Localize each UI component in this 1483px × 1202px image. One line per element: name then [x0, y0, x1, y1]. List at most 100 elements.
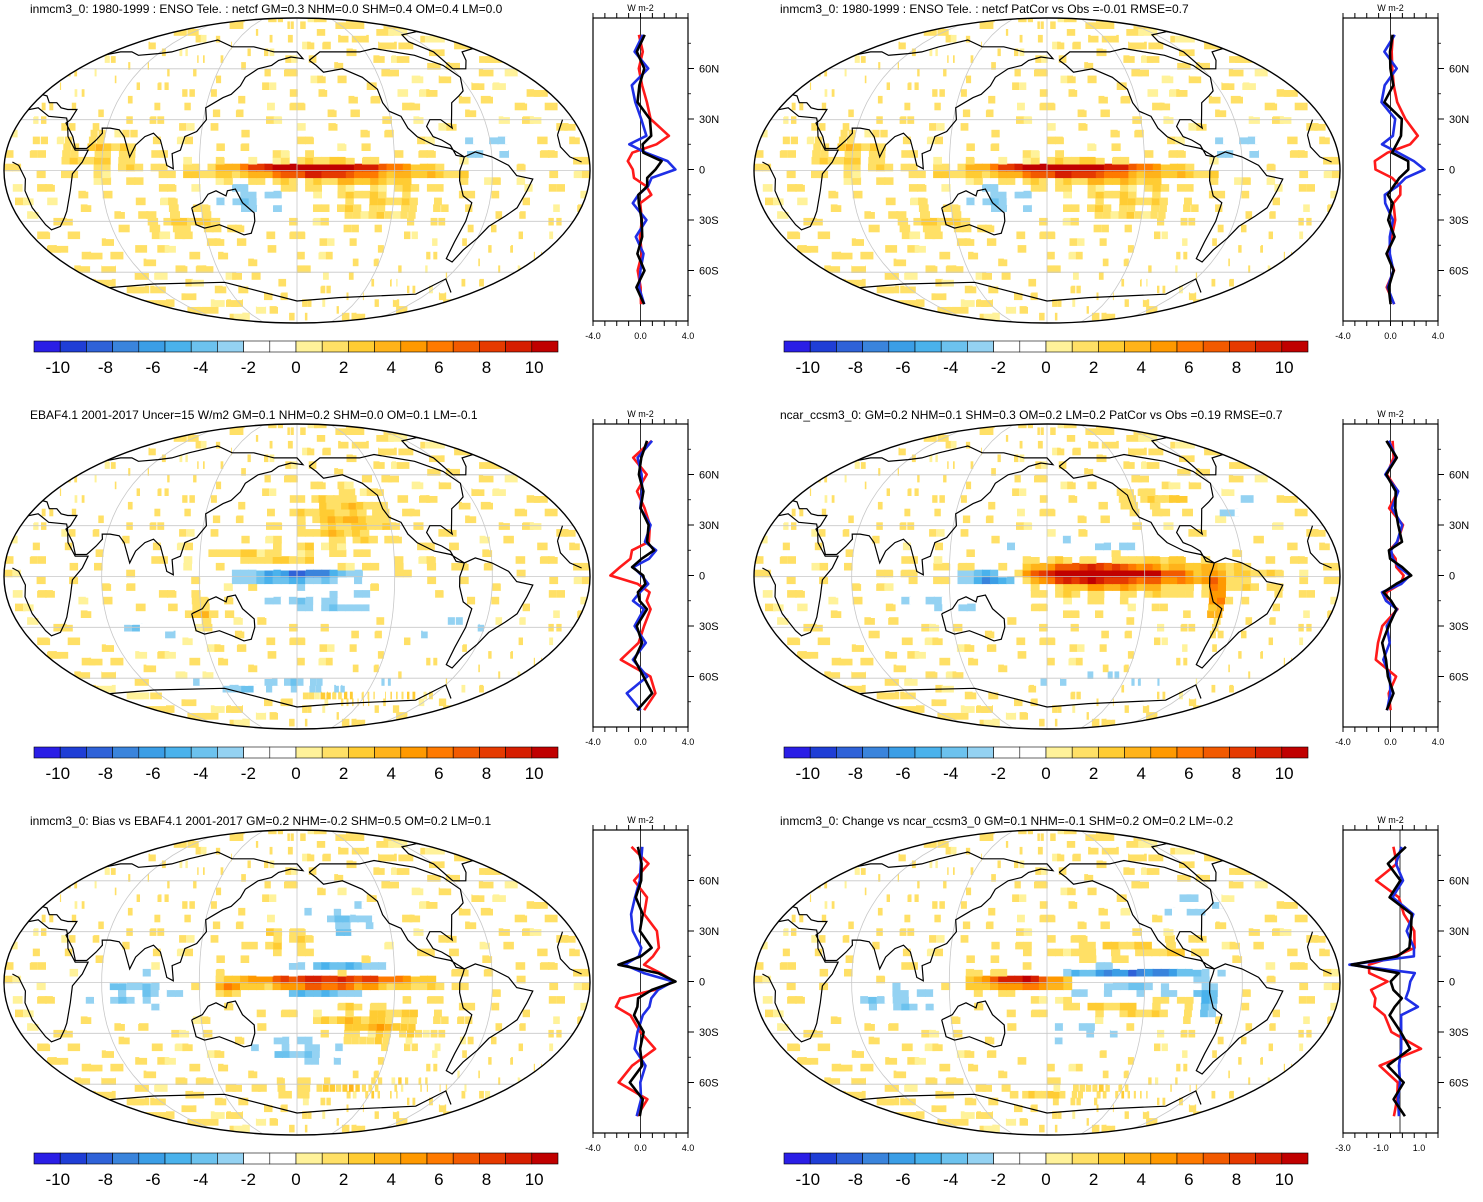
colorbar-tick-label: -10: [796, 358, 821, 377]
colorbar-swatch: [1282, 747, 1308, 758]
colorbar-swatch: [1256, 747, 1282, 758]
panel-svg: inmcm3_0: Change vs ncar_ccsm3_0 GM=0.1 …: [750, 812, 1483, 1197]
panel-inmcm3-bias: inmcm3_0: Bias vs EBAF4.1 2001-2017 GM=0…: [0, 812, 733, 1202]
profile-lat-label: 30S: [1449, 621, 1469, 633]
profile-lat-label: 30N: [699, 926, 719, 938]
colorbar-swatch: [1151, 747, 1177, 758]
colorbar-tick-label: 8: [1232, 358, 1241, 377]
colorbar-swatch: [1046, 1153, 1072, 1164]
colorbar-swatch: [217, 1153, 243, 1164]
colorbar-tick-label: -6: [146, 358, 161, 377]
profile-lat-label: 30S: [699, 215, 719, 227]
colorbar-swatch: [1151, 341, 1177, 352]
colorbar-swatch: [967, 1153, 993, 1164]
colorbar-tick-label: -10: [46, 358, 71, 377]
profile-series-red: [610, 441, 655, 710]
colorbar-swatch: [941, 747, 967, 758]
profile-unit-label: W m-2: [1377, 3, 1404, 13]
colorbar-tick-label: 4: [387, 358, 396, 377]
profile-series-black: [1352, 847, 1412, 1116]
panel-inmcm3-change: inmcm3_0: Change vs ncar_ccsm3_0 GM=0.1 …: [750, 812, 1483, 1202]
colorbar-swatch: [784, 747, 810, 758]
panel-title: inmcm3_0: Change vs ncar_ccsm3_0 GM=0.1 …: [780, 814, 1234, 828]
colorbar-tick-label: -6: [896, 358, 911, 377]
panel-svg: inmcm3_0: 1980-1999 : ENSO Tele. : netcf…: [750, 0, 1483, 385]
colorbar-tick-label: -8: [98, 1170, 113, 1189]
colorbar-swatch: [967, 341, 993, 352]
colorbar-swatch: [34, 1153, 60, 1164]
panel-svg: inmcm3_0: Bias vs EBAF4.1 2001-2017 GM=0…: [0, 812, 733, 1197]
colorbar-tick-label: 4: [387, 1170, 396, 1189]
colorbar-tick-label: 2: [1089, 358, 1098, 377]
colorbar-swatch: [348, 747, 374, 758]
profile-x-tick: 4.0: [1432, 331, 1445, 341]
colorbar-swatch: [810, 1153, 836, 1164]
profile-series-red: [628, 35, 669, 304]
colorbar-tick-label: -4: [193, 764, 208, 783]
colorbar-swatch: [113, 1153, 139, 1164]
colorbar-swatch: [941, 1153, 967, 1164]
colorbar-swatch: [375, 747, 401, 758]
profile-unit-label: W m-2: [1377, 409, 1404, 419]
colorbar-swatch: [60, 341, 86, 352]
profile-series-blue: [1382, 35, 1425, 304]
colorbar-tick-label: 0: [291, 358, 300, 377]
colorbar-swatch: [1151, 1153, 1177, 1164]
colorbar-swatch: [270, 341, 296, 352]
profile-lat-label: 60N: [699, 64, 719, 76]
colorbar-swatch: [139, 747, 165, 758]
colorbar-tick-label: 10: [525, 1170, 544, 1189]
colorbar-tick-label: -6: [146, 1170, 161, 1189]
profile-series-red: [1375, 35, 1418, 304]
colorbar-swatch: [479, 341, 505, 352]
profile-x-tick: 0.0: [1384, 737, 1397, 747]
colorbar-tick-label: -4: [193, 1170, 208, 1189]
colorbar-swatch: [348, 341, 374, 352]
colorbar-swatch: [427, 747, 453, 758]
colorbar-swatch: [191, 1153, 217, 1164]
colorbar-tick-label: 4: [1137, 358, 1146, 377]
colorbar-swatch: [1046, 341, 1072, 352]
colorbar-tick-label: -10: [46, 1170, 71, 1189]
colorbar-tick-label: -8: [98, 358, 113, 377]
profile-x-tick: -1.0: [1373, 1143, 1389, 1153]
colorbar-tick-label: -2: [241, 358, 256, 377]
colorbar-swatch: [165, 747, 191, 758]
colorbar-swatch: [532, 747, 558, 758]
profile-lat-label: 60N: [699, 470, 719, 482]
profile-lat-label: 30S: [699, 1027, 719, 1039]
colorbar-tick-label: 8: [1232, 764, 1241, 783]
colorbar-swatch: [244, 341, 270, 352]
colorbar-tick-label: 0: [291, 764, 300, 783]
panel-title: inmcm3_0: 1980-1999 : ENSO Tele. : netcf…: [780, 2, 1189, 16]
colorbar-swatch: [165, 341, 191, 352]
profile-lat-label: 60N: [1449, 470, 1469, 482]
panel-inmcm3-enso: inmcm3_0: 1980-1999 : ENSO Tele. : netcf…: [0, 0, 733, 390]
colorbar-swatch: [296, 341, 322, 352]
colorbar-swatch: [375, 341, 401, 352]
colorbar-tick-label: -8: [98, 764, 113, 783]
panel-inmcm3-patcor: inmcm3_0: 1980-1999 : ENSO Tele. : netcf…: [750, 0, 1483, 390]
colorbar-tick-label: -2: [241, 764, 256, 783]
colorbar-swatch: [506, 341, 532, 352]
colorbar-swatch: [1125, 1153, 1151, 1164]
colorbar-swatch: [348, 1153, 374, 1164]
colorbar-tick-label: 0: [291, 1170, 300, 1189]
colorbar-tick-label: 6: [1184, 1170, 1193, 1189]
colorbar-swatch: [191, 341, 217, 352]
colorbar-swatch: [1046, 747, 1072, 758]
colorbar-swatch: [270, 1153, 296, 1164]
colorbar-swatch: [532, 341, 558, 352]
colorbar-tick-label: 10: [525, 358, 544, 377]
colorbar-tick-label: 0: [1041, 764, 1050, 783]
colorbar-swatch: [836, 747, 862, 758]
colorbar-tick-label: 6: [1184, 764, 1193, 783]
colorbar-tick-label: 6: [1184, 358, 1193, 377]
colorbar-swatch: [139, 341, 165, 352]
colorbar-tick-label: 10: [1275, 358, 1294, 377]
colorbar-swatch: [863, 747, 889, 758]
